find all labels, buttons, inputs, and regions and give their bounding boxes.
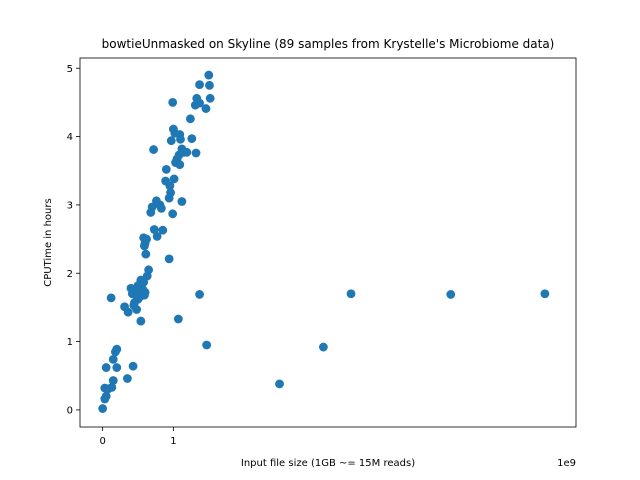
data-point bbox=[132, 305, 142, 314]
data-point bbox=[275, 379, 284, 389]
data-point bbox=[168, 98, 178, 107]
data-point bbox=[176, 134, 185, 144]
data-point bbox=[190, 100, 200, 110]
data-point bbox=[446, 290, 456, 299]
data-point bbox=[204, 70, 214, 80]
data-point bbox=[123, 374, 132, 383]
data-point bbox=[110, 347, 120, 357]
data-point bbox=[168, 209, 178, 219]
x-axis-offset-label: 1e9 bbox=[557, 458, 576, 469]
data-point bbox=[201, 104, 211, 113]
data-point bbox=[152, 231, 162, 241]
data-point bbox=[195, 290, 204, 299]
data-point bbox=[166, 136, 176, 146]
data-point bbox=[136, 316, 146, 326]
data-point bbox=[156, 203, 166, 213]
chart-title: bowtieUnmasked on Skyline (89 samples fr… bbox=[102, 37, 555, 51]
data-point bbox=[540, 289, 550, 299]
y-tick-label: 0 bbox=[67, 405, 73, 416]
data-point bbox=[165, 181, 175, 191]
data-point bbox=[202, 340, 212, 350]
data-point bbox=[164, 193, 174, 203]
data-point bbox=[98, 404, 108, 413]
data-point bbox=[191, 148, 201, 158]
x-axis-label: Input file size (1GB ~= 15M reads) bbox=[241, 458, 415, 469]
data-point bbox=[182, 147, 192, 157]
data-point bbox=[146, 208, 156, 217]
data-point bbox=[169, 174, 179, 184]
y-tick-label: 3 bbox=[67, 200, 73, 211]
y-tick-label: 4 bbox=[67, 132, 73, 143]
data-point bbox=[195, 80, 204, 90]
data-point bbox=[128, 361, 138, 371]
data-point bbox=[161, 164, 171, 174]
x-tick-label: 1 bbox=[170, 436, 176, 447]
data-point bbox=[106, 293, 116, 303]
x-tick-label: 0 bbox=[99, 436, 105, 447]
y-axis-label: CPUTime in hours bbox=[43, 198, 54, 286]
data-point bbox=[123, 307, 133, 317]
data-point bbox=[158, 225, 168, 235]
data-point bbox=[108, 376, 118, 385]
axis-ticks: 0 1 0 1 2 3 4 5 bbox=[67, 64, 177, 447]
data-point bbox=[319, 342, 328, 352]
data-point bbox=[173, 314, 183, 324]
data-point bbox=[185, 114, 195, 124]
data-point bbox=[205, 93, 215, 103]
data-point bbox=[149, 225, 159, 234]
data-point bbox=[187, 134, 197, 144]
data-point bbox=[177, 197, 187, 206]
data-point bbox=[112, 363, 122, 372]
data-point bbox=[175, 160, 185, 170]
data-point bbox=[100, 394, 110, 404]
data-point bbox=[205, 80, 214, 90]
data-point bbox=[103, 384, 113, 394]
y-tick-label: 5 bbox=[67, 64, 73, 75]
y-tick-label: 1 bbox=[67, 337, 73, 348]
data-point bbox=[139, 241, 149, 251]
data-point bbox=[346, 289, 356, 299]
y-tick-label: 2 bbox=[67, 269, 73, 280]
data-point bbox=[149, 145, 158, 154]
data-point bbox=[141, 249, 151, 259]
plot-frame bbox=[79, 57, 577, 428]
data-point bbox=[101, 363, 111, 372]
data-points bbox=[98, 70, 550, 413]
data-point bbox=[108, 354, 118, 364]
data-point bbox=[164, 254, 174, 264]
